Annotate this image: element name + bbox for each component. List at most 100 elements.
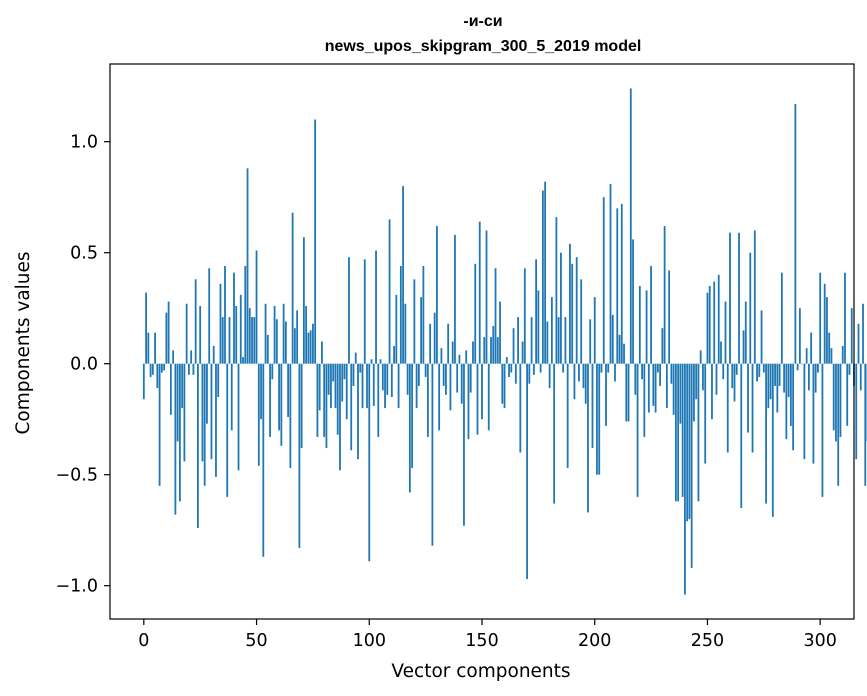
bar (798, 308, 801, 364)
bar (544, 181, 547, 364)
bar (408, 363, 411, 493)
bar (681, 363, 684, 497)
bar (803, 363, 806, 460)
bar (354, 352, 357, 364)
bar (431, 363, 434, 546)
bar (523, 268, 526, 364)
bar (422, 266, 425, 364)
bar (386, 363, 389, 395)
bar (485, 230, 488, 364)
bar (327, 363, 330, 395)
bar (810, 332, 813, 364)
plot-frame (109, 63, 855, 620)
x-tick-label: 0 (138, 631, 149, 651)
bar (199, 305, 202, 364)
y-tick-label: 1.0 (70, 133, 98, 153)
bar (390, 363, 393, 397)
bar (684, 363, 686, 595)
bar (792, 363, 795, 451)
bar (244, 266, 247, 364)
bar (532, 363, 535, 375)
bar (375, 250, 377, 364)
bar (519, 363, 522, 453)
bar (167, 301, 170, 364)
bar (271, 363, 274, 380)
bar (237, 363, 240, 471)
bar (370, 359, 373, 364)
x-tick-label: 300 (803, 631, 836, 651)
bar (379, 359, 382, 364)
bar (720, 341, 722, 364)
bar (726, 363, 729, 453)
bar (539, 363, 542, 373)
bar (819, 272, 822, 364)
bar (145, 292, 147, 364)
bar (699, 350, 702, 364)
bar (298, 363, 301, 548)
bar (321, 341, 323, 364)
bar (239, 294, 242, 364)
bar (674, 363, 677, 502)
bar (715, 363, 718, 395)
bar (591, 363, 594, 449)
bar (627, 363, 630, 422)
bar (618, 334, 621, 364)
bar (850, 308, 853, 364)
bar (562, 363, 565, 373)
bar-series (142, 88, 867, 595)
y-axis-ticks: 1.0 0.5 0.0 −0.5 −1.0 (56, 133, 110, 597)
bar (814, 363, 817, 393)
bar (188, 363, 190, 375)
bar (848, 363, 851, 375)
bar (451, 341, 454, 364)
bar (174, 363, 177, 515)
bar (859, 363, 862, 391)
bar (235, 305, 238, 364)
bar (557, 317, 560, 364)
bar (293, 328, 296, 364)
bar (688, 363, 691, 520)
bar (183, 363, 186, 462)
bar (474, 263, 477, 364)
bar (706, 292, 709, 364)
bar (481, 363, 483, 420)
bar (735, 363, 738, 375)
bar (769, 363, 772, 400)
bar (602, 197, 605, 364)
bar (445, 363, 447, 395)
bar (260, 363, 262, 420)
bar (596, 363, 598, 475)
y-tick-label: −0.5 (56, 466, 99, 486)
bar (334, 363, 337, 409)
bar (702, 363, 704, 391)
bar (654, 363, 657, 413)
bar (363, 259, 366, 364)
bar (609, 183, 612, 364)
bar (571, 263, 574, 364)
bar (729, 232, 731, 364)
bar (417, 363, 420, 386)
bar (163, 363, 166, 371)
bar (566, 363, 569, 469)
bar (449, 363, 452, 411)
bar (837, 363, 840, 486)
bar (291, 212, 294, 364)
bar (625, 363, 628, 422)
bar (206, 363, 208, 424)
bar (275, 319, 278, 364)
bar (638, 286, 641, 364)
bar (695, 363, 698, 400)
bar (862, 303, 864, 364)
bar (289, 363, 292, 469)
bar (339, 363, 341, 471)
bar (154, 332, 156, 364)
bar (512, 328, 515, 364)
bar (753, 230, 756, 364)
bar (341, 363, 344, 402)
bar (465, 350, 468, 364)
bar (697, 363, 700, 502)
bar (436, 226, 438, 364)
x-tick-label: 150 (465, 631, 498, 651)
bar (251, 317, 253, 364)
bar (623, 343, 625, 364)
